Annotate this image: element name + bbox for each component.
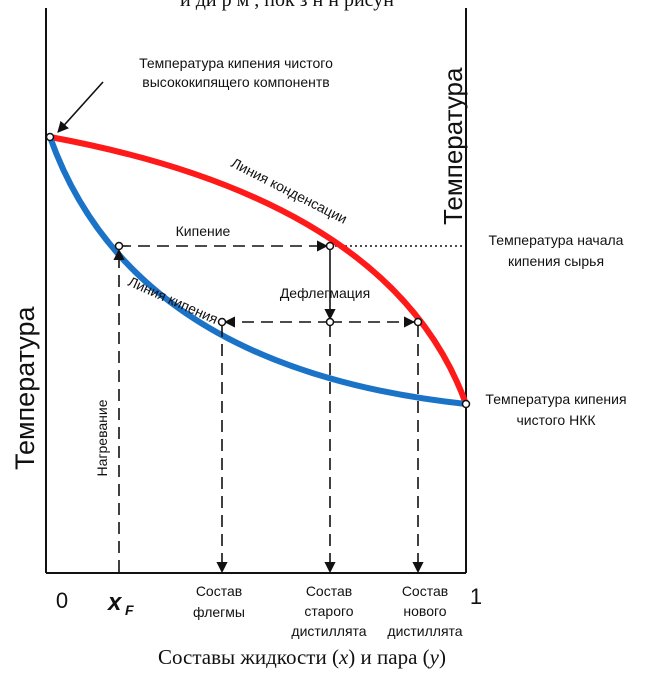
x-axis-zero: 0 [56, 588, 68, 613]
point-high-boiling [45, 132, 55, 142]
dephlegmation-label: Дефлегмация [280, 285, 370, 301]
bottom-caption: Составы жидкости (x) и пара (y) [158, 645, 446, 669]
old-distillate-label-line2: старого [304, 603, 353, 619]
boiling-process-label: Кипение [176, 223, 231, 239]
boiling-curve-label: Линия кипения [126, 273, 221, 327]
point-reflux [217, 317, 227, 327]
reflux-label-line1: Состав [196, 583, 242, 599]
left-axis-title: Температура [10, 305, 40, 470]
x-axis-one: 1 [470, 584, 482, 609]
new-distillate-label-line1: Состав [402, 583, 448, 599]
svg-text:F: F [125, 602, 134, 618]
point-boiling-feed [114, 241, 124, 251]
right-axis-title: Температура [438, 67, 468, 225]
point-new-distillate [413, 317, 423, 327]
xf-label: x F [106, 589, 134, 618]
high-boiling-label-line2: высококипящего компонентв [142, 74, 329, 90]
low-boiling-label-line1: Температура кипения [485, 391, 626, 407]
point-center [325, 317, 335, 327]
old-distillate-label-line3: дистиллята [291, 623, 366, 639]
old-distillate-label-line1: Состав [306, 583, 352, 599]
svg-text:x: x [106, 589, 123, 616]
top-partial-text: и ди р м , пок з н н рисун [180, 0, 394, 11]
high-boiling-pointer [57, 81, 104, 133]
high-boiling-label-line1: Температура кипения чистого [139, 55, 333, 71]
boiling-curve [47, 134, 469, 407]
condensation-curve [47, 134, 469, 407]
point-low-boiling [461, 399, 471, 409]
feed-start-label-line2: кипения сырья [508, 253, 604, 269]
reflux-label-line2: флегмы [193, 604, 245, 620]
heating-label: Нагревание [94, 399, 110, 476]
new-distillate-label-line2: нового [403, 603, 446, 619]
feed-start-label-line1: Температура начала [489, 232, 624, 248]
new-distillate-label-line3: дистиллята [387, 623, 462, 639]
low-boiling-label-line2: чистого НКК [516, 412, 596, 428]
point-vapor-old [325, 241, 335, 251]
